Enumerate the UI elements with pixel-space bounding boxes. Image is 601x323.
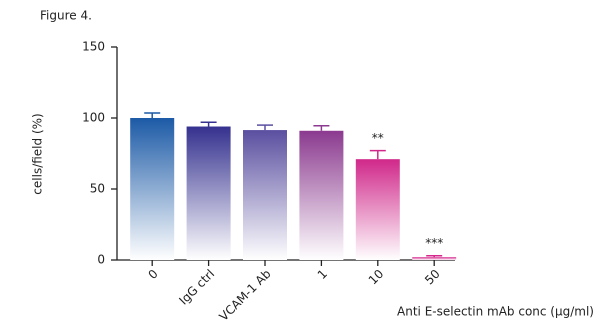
error-bar [200,121,217,127]
bar [299,130,344,260]
y-tick-label: 50 [90,182,105,196]
bar [130,118,175,260]
bar [412,257,457,260]
y-tick-label: 100 [82,111,105,125]
x-tick-label: VCAM-1 Ab [216,267,273,323]
significance-label: ** [372,131,384,145]
x-axis-label: Anti E-selectin mAb conc (μg/ml) [397,305,594,319]
y-tick-label: 0 [97,253,105,267]
x-tick-label: 50 [422,267,443,288]
error-bar [313,125,330,131]
y-tick-label: 150 [82,40,105,54]
x-tick-label: 10 [366,267,387,288]
bar [355,159,400,260]
bar [243,130,287,260]
bar [186,126,231,261]
error-bar [369,149,386,160]
error-bar [426,254,443,258]
x-tick-label: 1 [315,267,330,282]
significance-label: *** [425,236,443,250]
error-bar [144,112,161,118]
error-bar [257,124,273,131]
y-axis-label: cells/field (%) [31,113,45,194]
x-tick-label: IgG ctrl [176,267,217,308]
figure-label: Figure 4. [40,9,92,23]
x-tick-label: 0 [145,267,160,282]
